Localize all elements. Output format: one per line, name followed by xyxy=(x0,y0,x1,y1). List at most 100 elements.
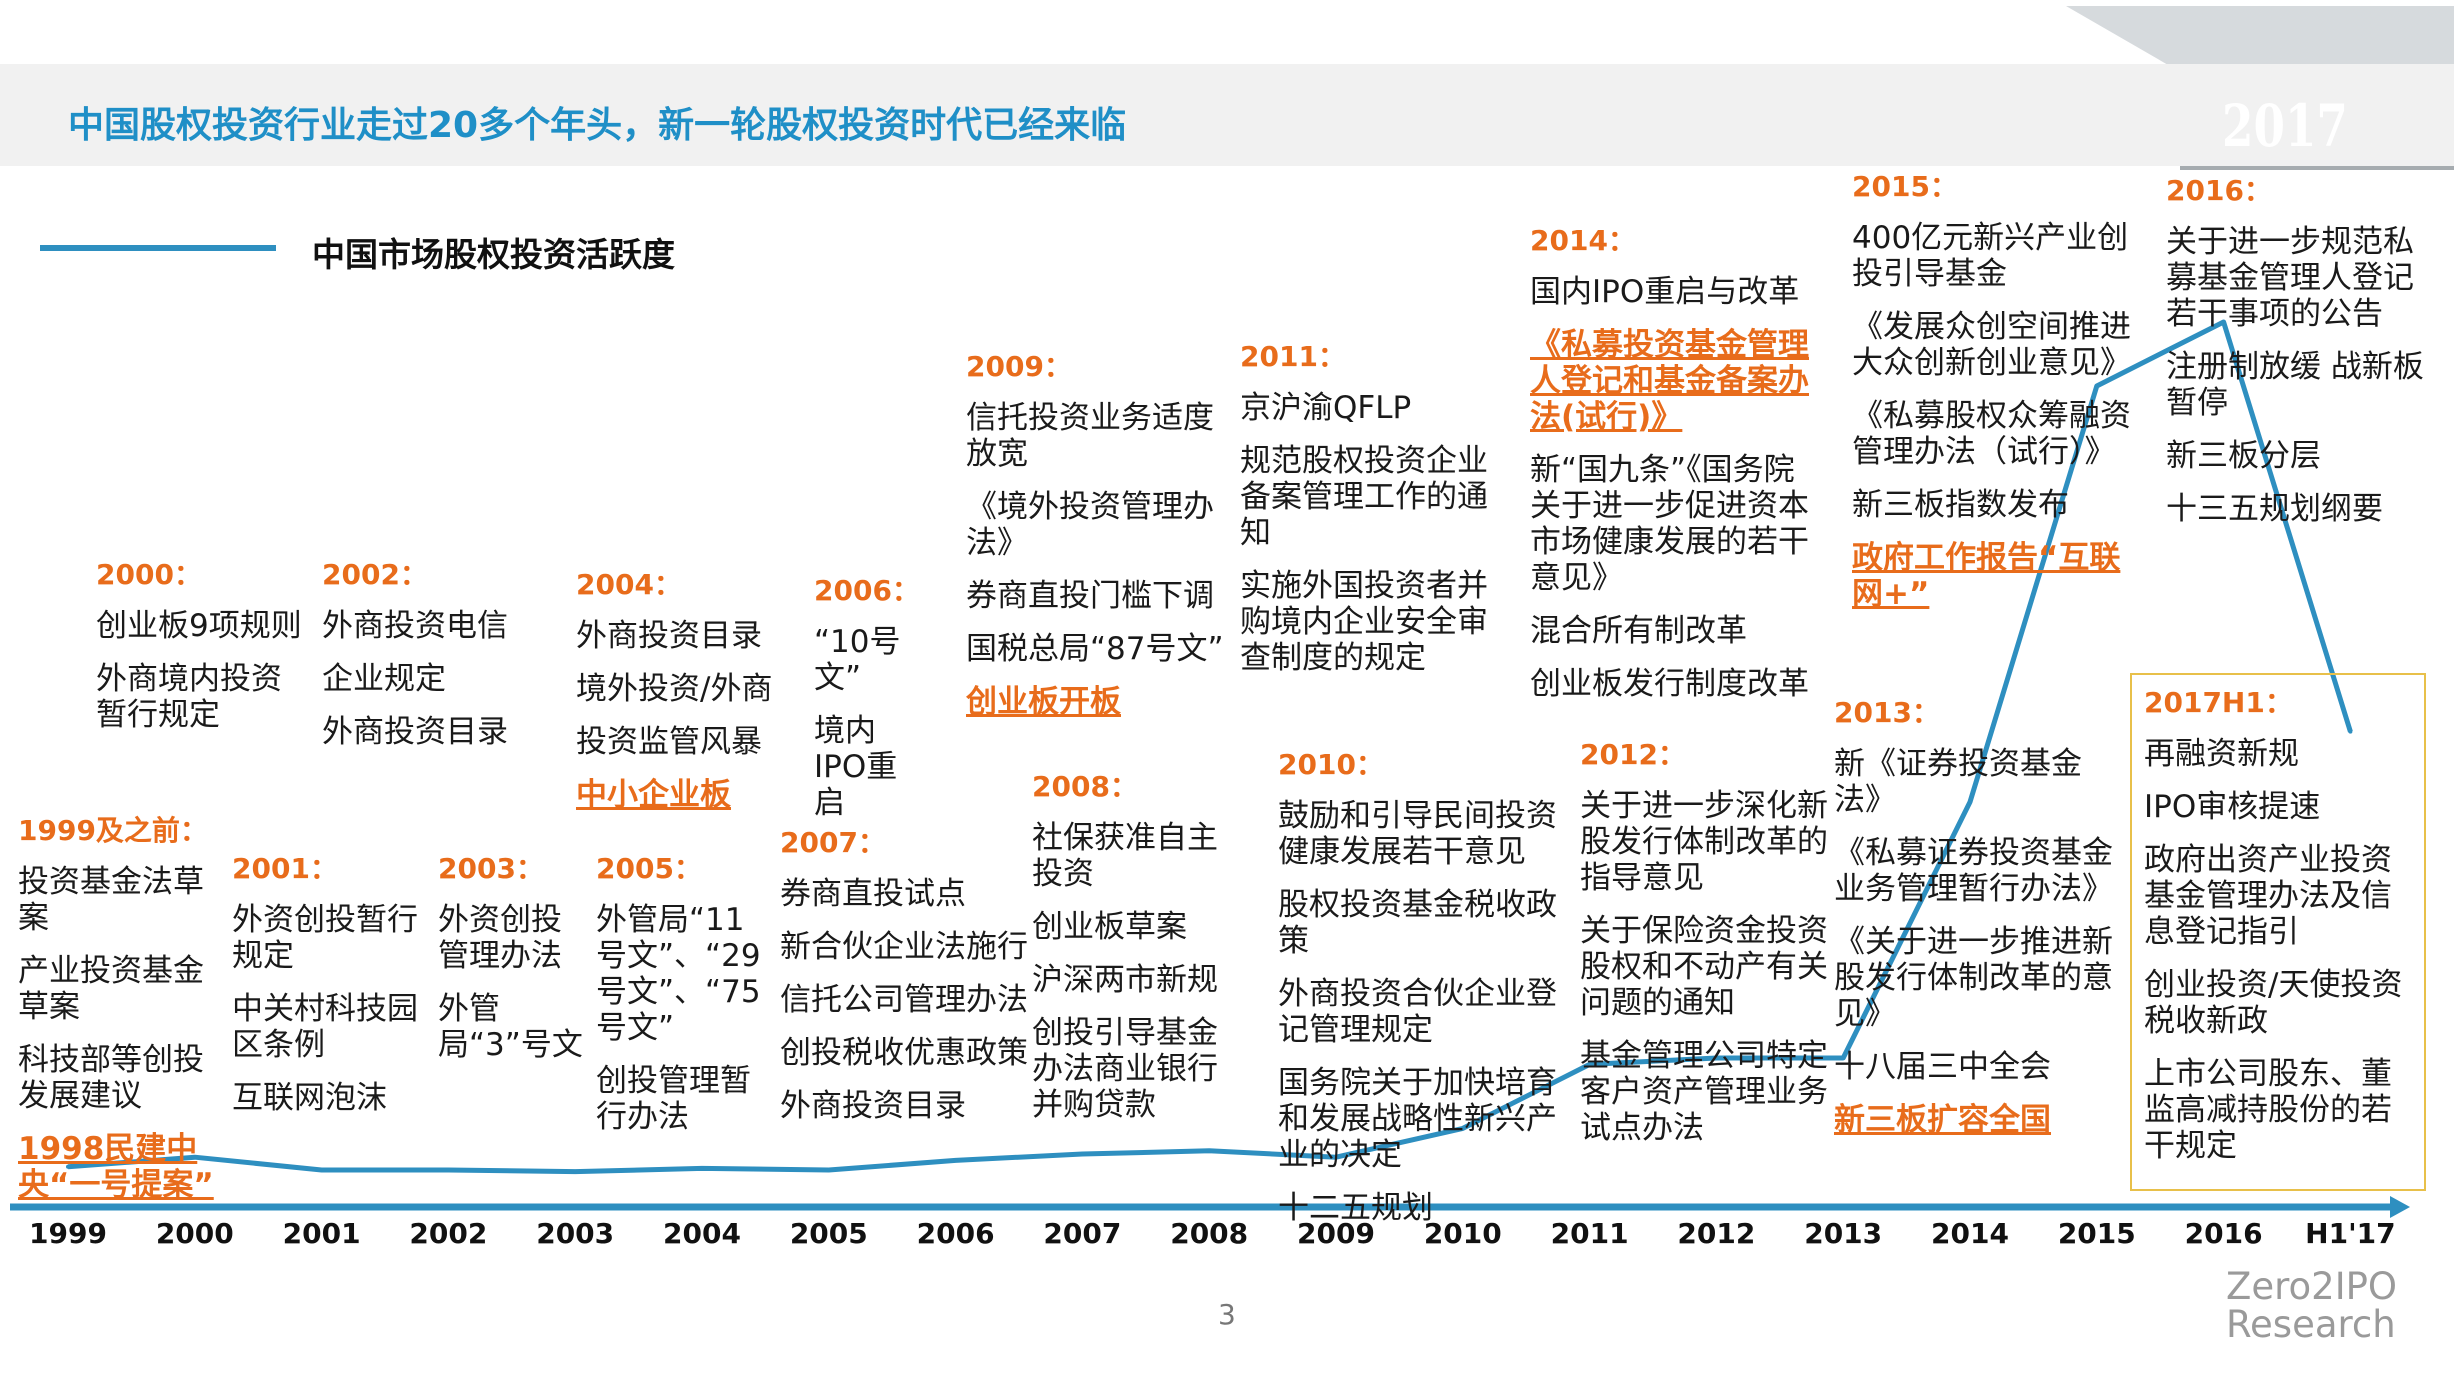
event-item: 创业板发行制度改革 xyxy=(1530,666,1809,702)
event-highlight: 1998民建中央“一号提案” xyxy=(18,1131,214,1203)
event-item: 关于保险资金投资股权和不动产有关问题的通知 xyxy=(1580,913,1828,1021)
event-item: 创投税收优惠政策 xyxy=(780,1035,1028,1071)
event-item: 社保获准自主投资 xyxy=(1032,820,1218,892)
data-point xyxy=(826,1168,831,1172)
event-item: 产业投资基金草案 xyxy=(18,953,204,1025)
event-item: 再融资新规 xyxy=(2144,736,2299,772)
event-block: 2004： 外商投资目录 境外投资/外商 投资监管风暴 中小企业板 xyxy=(576,566,786,830)
title-bar xyxy=(0,64,2454,166)
data-point xyxy=(573,1169,578,1174)
event-block: 2007： 券商直投试点 新合伙企业法施行 信托公司管理办法 创投税收优惠政策 外商投资目… xyxy=(780,824,1030,1141)
event-block: 2006： “10号文” 境内IPO重启 xyxy=(814,572,926,838)
data-point xyxy=(66,1164,70,1169)
event-item: 创投管理暂行办法 xyxy=(596,1063,751,1135)
event-item: 互联网泡沫 xyxy=(232,1080,387,1116)
page-title: 中国股权投资行业走过20多个年头，新一轮股权投资时代已经来临 xyxy=(68,105,1127,146)
x-tick-label: 2014 xyxy=(1931,1217,2009,1250)
event-highlight: 《私募投资基金管理人登记和基金备案办法(试行)》 xyxy=(1530,327,1809,435)
event-year: 2007： xyxy=(780,826,886,859)
x-axis-arrow xyxy=(2390,1196,2410,1218)
h1-2017-highlight-box xyxy=(2130,673,2426,1191)
event-block: 2011： 京沪渝QFLP 规范股权投资企业备案管理工作的通知 实施外国投资者并购境内… xyxy=(1240,338,1498,693)
event-block: 1999及之前： 投资基金法草案 产业投资基金草案 科技部等创投发展建议 1998民建中… xyxy=(18,812,233,1220)
event-item: 十三五规划纲要 xyxy=(2166,491,2383,527)
event-year: 2005： xyxy=(596,852,702,885)
data-point xyxy=(2094,384,2099,388)
event-item: 上市公司股东、董监高减持股份的若干规定 xyxy=(2144,1056,2392,1164)
event-year: 2008： xyxy=(1032,770,1138,803)
event-item: 外商境内投资暂行规定 xyxy=(96,661,282,733)
x-tick-label: 2005 xyxy=(789,1217,868,1250)
x-tick-label: 2009 xyxy=(1297,1217,1375,1250)
event-item: 券商直投试点 xyxy=(780,876,966,912)
event-item: 基金管理公司特定客户资产管理业务试点办法 xyxy=(1580,1038,1828,1146)
event-year: 2000： xyxy=(96,558,202,591)
x-tick-label: 2003 xyxy=(536,1217,615,1250)
event-year: 2004： xyxy=(576,568,682,601)
event-item: 混合所有制改革 xyxy=(1530,613,1747,649)
event-item: 鼓励和引导民间投资健康发展若干意见 xyxy=(1278,798,1557,870)
event-item: 外商投资合伙企业登记管理规定 xyxy=(1278,976,1557,1048)
data-point xyxy=(1968,800,1972,804)
data-point xyxy=(1080,1152,1085,1156)
event-item: 新合伙企业法施行 xyxy=(780,929,1028,965)
event-item: 注册制放缓 战新板暂停 xyxy=(2166,349,2424,421)
event-year: 2013： xyxy=(1834,696,1940,729)
event-item: 《私募证券投资基金业务管理暂行办法》 xyxy=(1834,835,2113,907)
event-year: 2016： xyxy=(2166,174,2272,207)
event-item: 外商投资目录 xyxy=(576,618,762,654)
event-year: 2010： xyxy=(1278,748,1384,781)
event-block: 2001： 外资创投暂行规定 中关村科技园区条例 互联网泡沫 xyxy=(232,850,420,1133)
event-item: 十八届三中全会 xyxy=(1834,1049,2051,1085)
event-year: 2012： xyxy=(1580,738,1686,771)
event-year: 2001： xyxy=(232,852,338,885)
data-point xyxy=(1714,1056,1719,1060)
event-block: 2003： 外资创投管理办法 外管局“3”号文 xyxy=(438,850,588,1080)
data-point xyxy=(953,1158,958,1163)
brand-line-2: Research xyxy=(2226,1303,2396,1346)
event-item: 创业板草案 xyxy=(1032,909,1187,945)
event-item: 外资创投管理办法 xyxy=(438,902,562,974)
event-item: 京沪渝QFLP xyxy=(1240,390,1412,426)
data-point xyxy=(446,1168,451,1172)
event-block: 2013： 新《证券投资基金法》 《私募证券投资基金业务管理暂行办法》 《关于进一步推… xyxy=(1834,694,2124,1155)
event-item: 实施外国投资者并购境内企业安全审查制度的规定 xyxy=(1240,568,1488,676)
data-point xyxy=(2348,729,2353,734)
event-item: 外资创投暂行规定 xyxy=(232,902,418,974)
event-year: 2015： xyxy=(1852,170,1958,203)
event-year: 2011： xyxy=(1240,340,1346,373)
data-point xyxy=(192,1155,197,1160)
event-item: 沪深两市新规 xyxy=(1032,962,1218,998)
event-item: 股权投资基金税收政策 xyxy=(1278,887,1557,959)
event-item: “10号文” xyxy=(814,624,901,696)
event-item: 境外投资/外商 xyxy=(576,671,773,707)
legend-label: 中国市场股权投资活跃度 xyxy=(312,235,675,274)
brand-line-1: Zero2IPO xyxy=(2226,1265,2398,1308)
event-block: 2012： 关于进一步深化新股发行体制改革的指导意见 关于保险资金投资股权和不动产有… xyxy=(1580,736,1832,1163)
x-tick-label: 2007 xyxy=(1043,1217,1122,1250)
event-item: 创业板9项规则 xyxy=(96,608,302,644)
event-item: IPO审核提速 xyxy=(2144,789,2321,825)
event-block: 2014： 国内IPO重启与改革 《私募投资基金管理人登记和基金备案办法(试行)》新… xyxy=(1530,222,1820,719)
x-tick-label: 2002 xyxy=(409,1217,488,1250)
event-item: 国税总局“87号文” xyxy=(966,631,1224,667)
event-item: 外商投资目录 xyxy=(322,714,508,750)
event-item: 投资基金法草案 xyxy=(18,864,204,936)
event-item: 外商投资目录 xyxy=(780,1088,966,1124)
event-highlight: 政府工作报告“互联网+” xyxy=(1852,540,2121,612)
event-block: 2017H1： 再融资新规 IPO审核提速 政府出资产业投资基金管理办法及信息登记指引… xyxy=(2144,684,2406,1181)
x-tick-label: 2010 xyxy=(1423,1217,1502,1250)
year-badge: 2017 xyxy=(2222,92,2348,160)
x-tick-label: 2004 xyxy=(663,1217,741,1250)
event-item: 关于进一步深化新股发行体制改革的指导意见 xyxy=(1580,788,1828,896)
event-item: 创业投资/天使投资税收新政 xyxy=(2144,967,2403,1039)
x-tick-label: 2013 xyxy=(1804,1217,1883,1250)
event-year: 2009： xyxy=(966,350,1072,383)
event-block: 2010： 鼓励和引导民间投资健康发展若干意见 股权投资基金税收政策 外商投资合伙企业… xyxy=(1278,746,1558,1243)
event-block: 2000： 创业板9项规则外商境内投资暂行规定 xyxy=(96,556,306,750)
event-item: 新三板分层 xyxy=(2166,438,2321,474)
event-item: 外管局“3”号文 xyxy=(438,991,583,1063)
event-item: 关于进一步规范私募基金管理人登记若干事项的公告 xyxy=(2166,224,2414,332)
